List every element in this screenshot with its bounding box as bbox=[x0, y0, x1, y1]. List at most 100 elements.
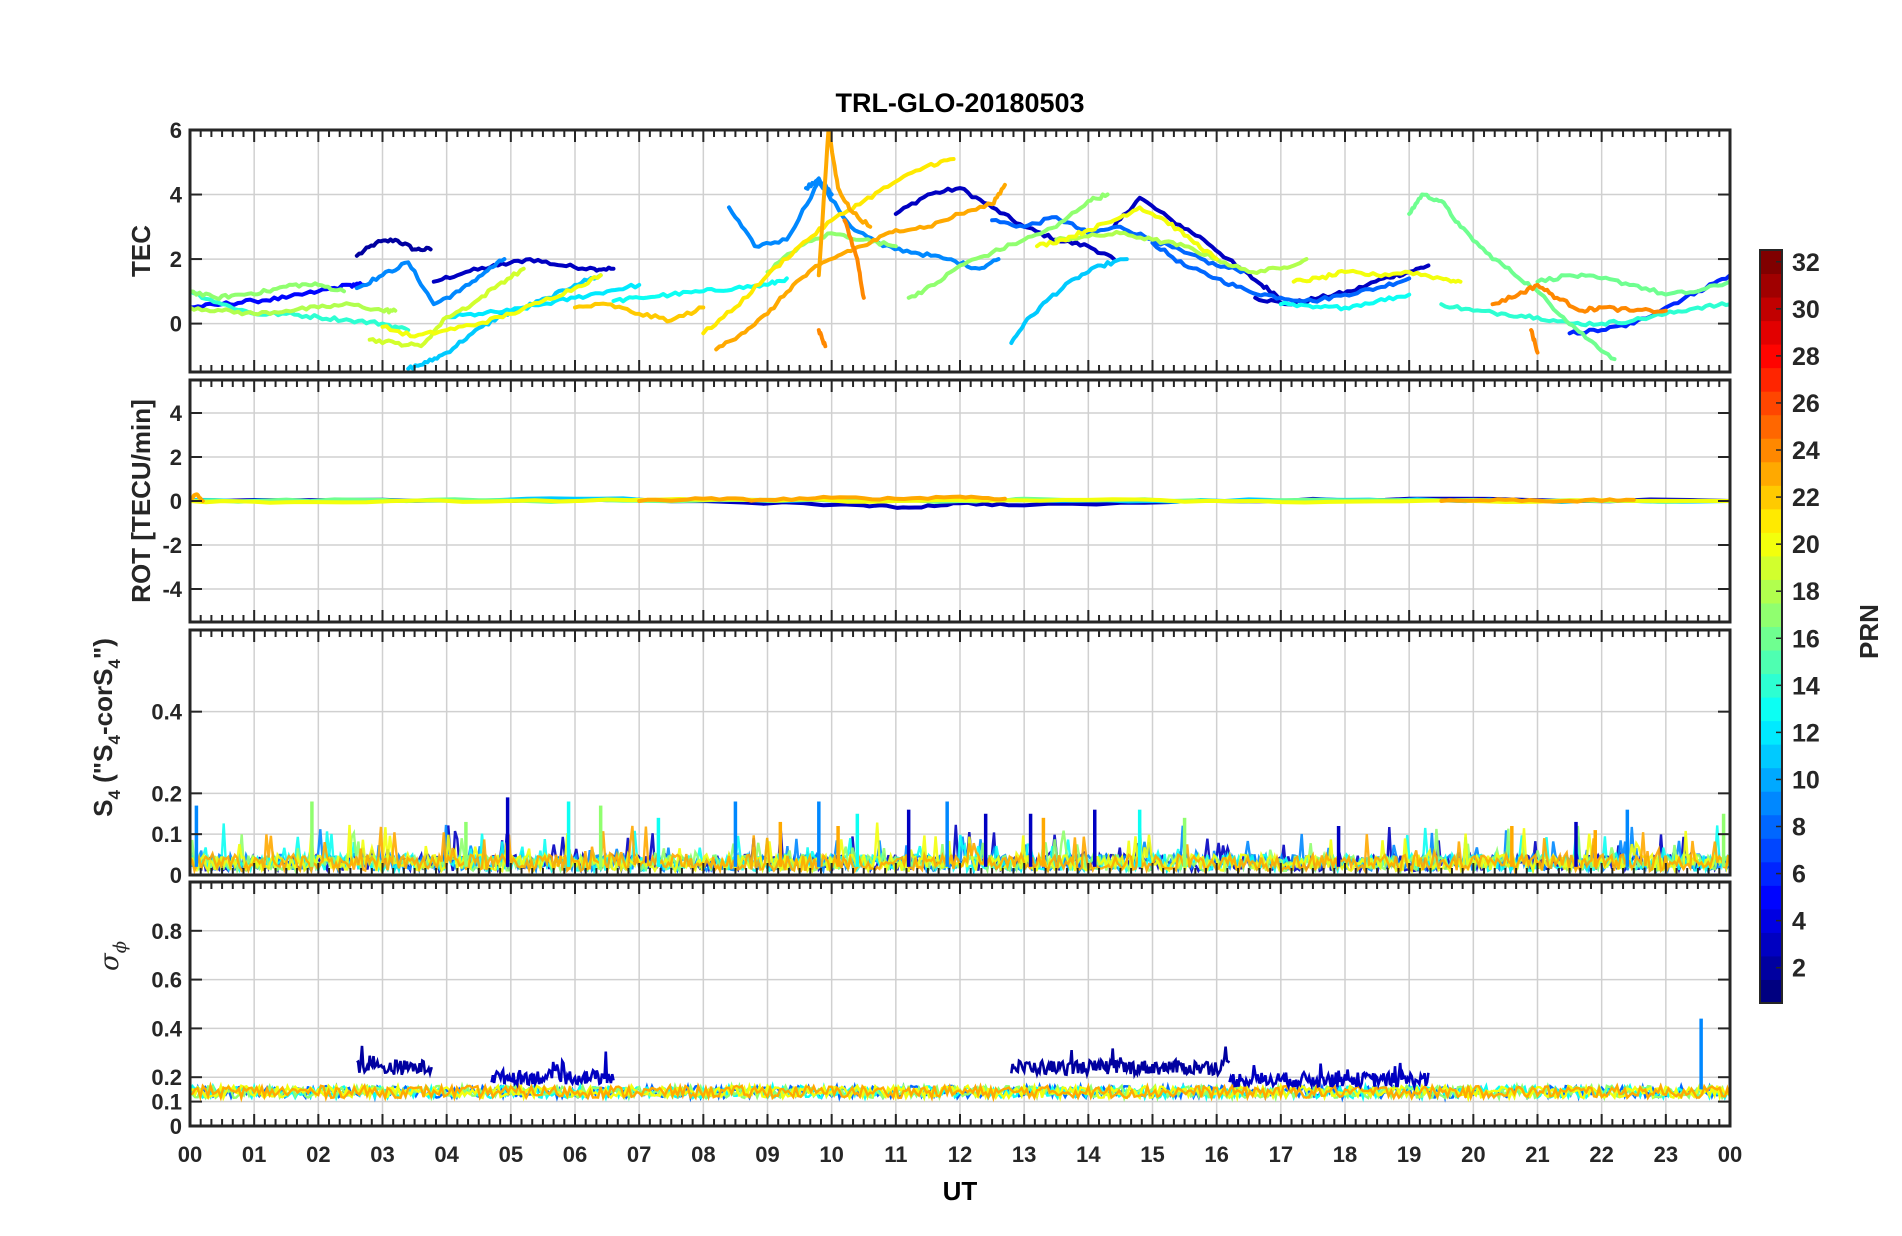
series-line-prn-23 bbox=[816, 130, 873, 278]
y-tick-label: 0.1 bbox=[151, 1090, 182, 1115]
series-line-prn-20 bbox=[190, 497, 1730, 505]
colorbar-tick-label: 10 bbox=[1792, 766, 1820, 794]
series-line-prn-13 bbox=[1278, 292, 1412, 312]
x-tick-label: 11 bbox=[884, 1142, 907, 1167]
x-tick-label: 20 bbox=[1461, 1142, 1485, 1167]
panel-rot-data bbox=[190, 492, 1730, 510]
colorbar-tick-label: 24 bbox=[1792, 437, 1820, 465]
colorbar-cell bbox=[1760, 602, 1782, 627]
panel-tec: 0 2 4 6 TEC bbox=[126, 118, 1732, 374]
x-tick-label: 00 bbox=[178, 1142, 202, 1167]
y-tick-label: 0.1 bbox=[151, 822, 182, 847]
series-line-prn-17 bbox=[906, 192, 1110, 300]
y-tick-label: 0 bbox=[170, 312, 182, 337]
colorbar-cell bbox=[1760, 979, 1782, 1004]
series-line-prn-23 bbox=[190, 492, 205, 503]
colorbar-frame bbox=[1759, 249, 1783, 1004]
y-axis-label: ROT [TECU/min] bbox=[126, 399, 156, 603]
colorbar-cell bbox=[1760, 885, 1782, 910]
colorbar-cell bbox=[1760, 908, 1782, 933]
panel-rot-frame bbox=[188, 378, 1732, 624]
colorbar-tick-label: 8 bbox=[1792, 814, 1806, 842]
colorbar-cell bbox=[1760, 273, 1782, 298]
series-line-prn-9 bbox=[804, 176, 834, 197]
colorbar-tick-label: 26 bbox=[1792, 390, 1820, 418]
x-tick-label: 14 bbox=[1076, 1142, 1101, 1167]
colorbar-cell bbox=[1760, 414, 1782, 439]
y-tick-label: 0.6 bbox=[151, 968, 182, 993]
series-line-prn-11 bbox=[1009, 257, 1129, 345]
x-tick-label: 07 bbox=[627, 1142, 651, 1167]
series-noise-prn-23 bbox=[190, 1081, 1730, 1103]
y-tick-label: -4 bbox=[162, 577, 182, 602]
colorbar-cell bbox=[1760, 720, 1782, 745]
y-tick-label: 0.2 bbox=[151, 781, 182, 806]
series-elevated-prn-3 bbox=[490, 1051, 615, 1089]
colorbar-cell bbox=[1760, 579, 1782, 604]
y-axis-label: TEC bbox=[126, 225, 156, 277]
series-line-prn-16 bbox=[1407, 192, 1617, 362]
panel-sigma: 00.10.2 0.4 0.6 0.8 σϕ bbox=[95, 880, 1732, 1139]
series-line-prn-24 bbox=[1490, 282, 1668, 315]
x-tick-label: 13 bbox=[1012, 1142, 1036, 1167]
x-tick-label: 02 bbox=[306, 1142, 330, 1167]
series-line-prn-23 bbox=[637, 494, 1007, 503]
colorbar-cell bbox=[1760, 626, 1782, 651]
x-tick-label: 06 bbox=[563, 1142, 587, 1167]
colorbar-cell bbox=[1760, 697, 1782, 722]
colorbar-tick-label: 22 bbox=[1792, 484, 1820, 512]
series-line-prn-14 bbox=[1439, 301, 1730, 328]
series-line-prn-22 bbox=[573, 301, 706, 324]
x-tick-label: 10 bbox=[819, 1142, 843, 1167]
x-tick-label: 00 bbox=[1718, 1142, 1742, 1167]
series-line-prn-9 bbox=[727, 179, 1001, 271]
panel-s4: 0 0.1 0.2 0.4 S4 ("S4-corS4") bbox=[88, 628, 1732, 888]
colorbar-tick-label: 6 bbox=[1792, 861, 1806, 889]
y-tick-label: 0 bbox=[170, 1114, 182, 1139]
panel-sigma-frame bbox=[188, 880, 1732, 1128]
panel-s4-frame bbox=[188, 628, 1732, 877]
colorbar-cell bbox=[1760, 508, 1782, 533]
series-line-prn-13 bbox=[611, 276, 789, 304]
colorbar-cell bbox=[1760, 250, 1782, 275]
x-tick-label: 12 bbox=[948, 1142, 972, 1167]
series-line-prn-2 bbox=[354, 237, 433, 258]
series-elevated-prn-2 bbox=[356, 1045, 433, 1079]
series-line-prn-8 bbox=[1150, 240, 1412, 304]
series-line-prn-21 bbox=[701, 157, 956, 336]
y-tick-label: 0.2 bbox=[151, 1065, 182, 1090]
colorbar-cell bbox=[1760, 838, 1782, 863]
x-tick-label: 15 bbox=[1140, 1142, 1164, 1167]
colorbar-tick-label: 2 bbox=[1792, 955, 1806, 983]
y-tick-label: 4 bbox=[170, 183, 183, 208]
series-line-prn-16 bbox=[1535, 272, 1730, 297]
colorbar-cell bbox=[1760, 744, 1782, 769]
panel-sigma-data bbox=[190, 1018, 1730, 1103]
x-axis-label: UT bbox=[943, 1176, 978, 1206]
panel-rot: -4 -2 0 2 4 ROT [TECU/min] bbox=[126, 378, 1732, 624]
series-line-prn-3 bbox=[431, 257, 616, 284]
series-line-prn-9 bbox=[354, 257, 507, 307]
colorbar-cell bbox=[1760, 791, 1782, 816]
y-tick-label: -2 bbox=[162, 533, 182, 558]
chart-title: TRL-GLO-20180503 bbox=[835, 88, 1084, 118]
y-tick-label: 2 bbox=[170, 445, 182, 470]
x-tick-label: 16 bbox=[1204, 1142, 1228, 1167]
colorbar-tick-label: 4 bbox=[1792, 908, 1806, 936]
panel-tec-frame bbox=[188, 128, 1732, 374]
colorbar-tick-label: 16 bbox=[1792, 625, 1820, 653]
colorbar-cell bbox=[1760, 673, 1782, 698]
y-tick-label: 0 bbox=[170, 863, 182, 888]
x-axis: 00 01 02 03 04 05 06 07 08 09 10 11 12 13 14 15 16 17 18 19… bbox=[178, 1142, 1742, 1167]
colorbar-cell bbox=[1760, 932, 1782, 957]
colorbar-cell bbox=[1760, 461, 1782, 486]
colorbar-tick-label: 32 bbox=[1792, 249, 1820, 277]
y-tick-label: 0.8 bbox=[151, 919, 182, 944]
colorbar-cell bbox=[1760, 555, 1782, 580]
series-line-prn-12 bbox=[444, 282, 642, 320]
x-tick-label: 22 bbox=[1589, 1142, 1613, 1167]
series-line-prn-24 bbox=[1529, 328, 1540, 355]
